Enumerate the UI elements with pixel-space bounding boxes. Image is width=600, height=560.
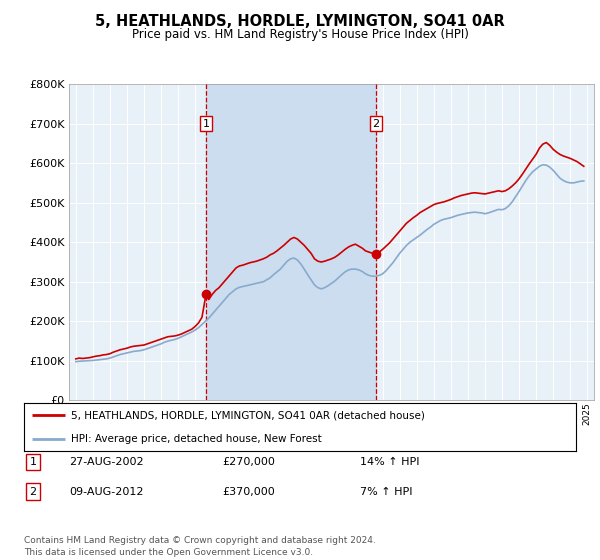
Text: £370,000: £370,000 <box>222 487 275 497</box>
Text: 7% ↑ HPI: 7% ↑ HPI <box>360 487 413 497</box>
Text: 09-AUG-2012: 09-AUG-2012 <box>69 487 143 497</box>
Text: Price paid vs. HM Land Registry's House Price Index (HPI): Price paid vs. HM Land Registry's House … <box>131 28 469 41</box>
Text: £270,000: £270,000 <box>222 457 275 467</box>
Text: 1: 1 <box>29 457 37 467</box>
Bar <box>206 84 376 400</box>
Text: 2: 2 <box>29 487 37 497</box>
Text: 14% ↑ HPI: 14% ↑ HPI <box>360 457 419 467</box>
Text: 1: 1 <box>203 119 209 129</box>
Text: 5, HEATHLANDS, HORDLE, LYMINGTON, SO41 0AR: 5, HEATHLANDS, HORDLE, LYMINGTON, SO41 0… <box>95 14 505 29</box>
Text: HPI: Average price, detached house, New Forest: HPI: Average price, detached house, New … <box>71 434 322 444</box>
Text: 5, HEATHLANDS, HORDLE, LYMINGTON, SO41 0AR (detached house): 5, HEATHLANDS, HORDLE, LYMINGTON, SO41 0… <box>71 410 425 420</box>
Text: 27-AUG-2002: 27-AUG-2002 <box>69 457 143 467</box>
Text: 2: 2 <box>373 119 379 129</box>
Text: Contains HM Land Registry data © Crown copyright and database right 2024.
This d: Contains HM Land Registry data © Crown c… <box>24 536 376 557</box>
